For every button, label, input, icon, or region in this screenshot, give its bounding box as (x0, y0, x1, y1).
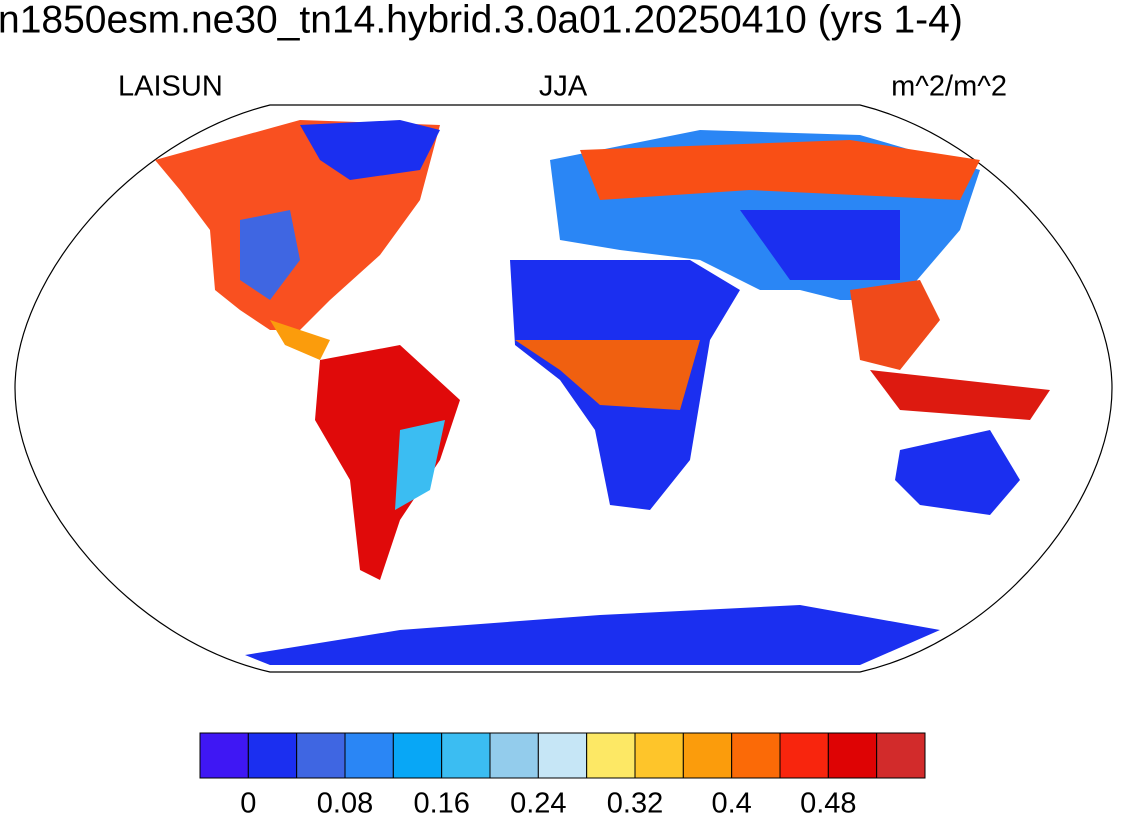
colorbar-tick-label: 0.48 (800, 788, 856, 820)
south-america-east (395, 420, 445, 510)
colorbar-box (537, 732, 588, 779)
colorbar-tick-label: 0.16 (413, 788, 469, 820)
subtitle-center: JJA (539, 71, 588, 103)
antarctica (245, 605, 940, 665)
central-america (270, 320, 330, 360)
south-asia (850, 280, 940, 370)
colorbar-box (199, 732, 249, 779)
map (14, 104, 1113, 673)
maritime-continent (870, 370, 1050, 420)
colorbar-tick-label: 0.08 (317, 788, 373, 820)
africa-tropics (515, 340, 700, 410)
colorbar-tick-label: 0.24 (510, 788, 566, 820)
colorbar-box (247, 732, 298, 779)
eurasia-north (580, 140, 980, 200)
subtitle-left: LAISUN (118, 71, 223, 103)
central-asia (740, 210, 900, 280)
australia (895, 430, 1020, 515)
north-america-west (240, 210, 300, 300)
colorbar: 0 0.08 0.16 0.24 0.32 0.4 0.48 (199, 732, 926, 820)
south-america (315, 345, 460, 580)
colorbar-box (586, 732, 636, 779)
colorbar-box (634, 732, 684, 779)
title: n1850esm.ne30_tn14.hybrid.3.0a01.2025041… (0, 0, 963, 41)
colorbar-box (827, 732, 878, 779)
colorbar-box (344, 732, 394, 779)
colorbar-box (441, 732, 491, 779)
colorbar-box (296, 732, 346, 779)
subtitle-right: m^2/m^2 (891, 71, 1007, 103)
north-america-arctic (300, 120, 440, 180)
colorbar-box (731, 732, 781, 779)
colorbar-box (489, 732, 539, 779)
colorbar-tick-label: 0.4 (712, 788, 752, 820)
colorbar-tick-label: 0.32 (607, 788, 663, 820)
colorbar-tick-label: 0 (240, 788, 256, 820)
colorbar-box (876, 732, 926, 779)
colorbar-box (392, 732, 443, 779)
colorbar-box (779, 732, 829, 779)
colorbar-box (682, 732, 733, 779)
